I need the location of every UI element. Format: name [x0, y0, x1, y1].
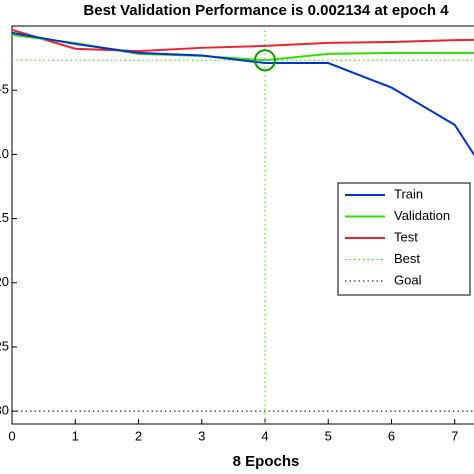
legend-label: Train [394, 186, 423, 201]
y-tick-label: -30 [0, 403, 9, 418]
best-marker [254, 49, 276, 72]
x-tick-label: 4 [261, 428, 268, 443]
legend-label: Validation [394, 208, 450, 223]
x-axis-label: 8 Epochs [233, 453, 300, 470]
x-tick-label: 3 [198, 428, 205, 443]
chart-title: Best Validation Performance is 0.002134 … [83, 2, 449, 19]
y-tick-label: -15 [0, 210, 9, 225]
y-tick-label: -5 [0, 82, 9, 97]
x-tick-label: 5 [325, 428, 332, 443]
x-tick-label: 1 [72, 428, 79, 443]
y-tick-label: -10 [0, 146, 9, 161]
y-tick-label: -20 [0, 274, 9, 289]
x-tick-label: 2 [135, 428, 142, 443]
x-tick-label: 7 [451, 428, 458, 443]
legend-label: Best [394, 251, 420, 266]
legend-label: Test [394, 229, 418, 244]
x-tick-label: 6 [388, 428, 395, 443]
x-tick-label: 0 [8, 428, 15, 443]
y-tick-label: -25 [0, 338, 9, 353]
series-line [11, 31, 474, 157]
series-line [11, 28, 474, 53]
legend-label: Goal [394, 272, 422, 287]
